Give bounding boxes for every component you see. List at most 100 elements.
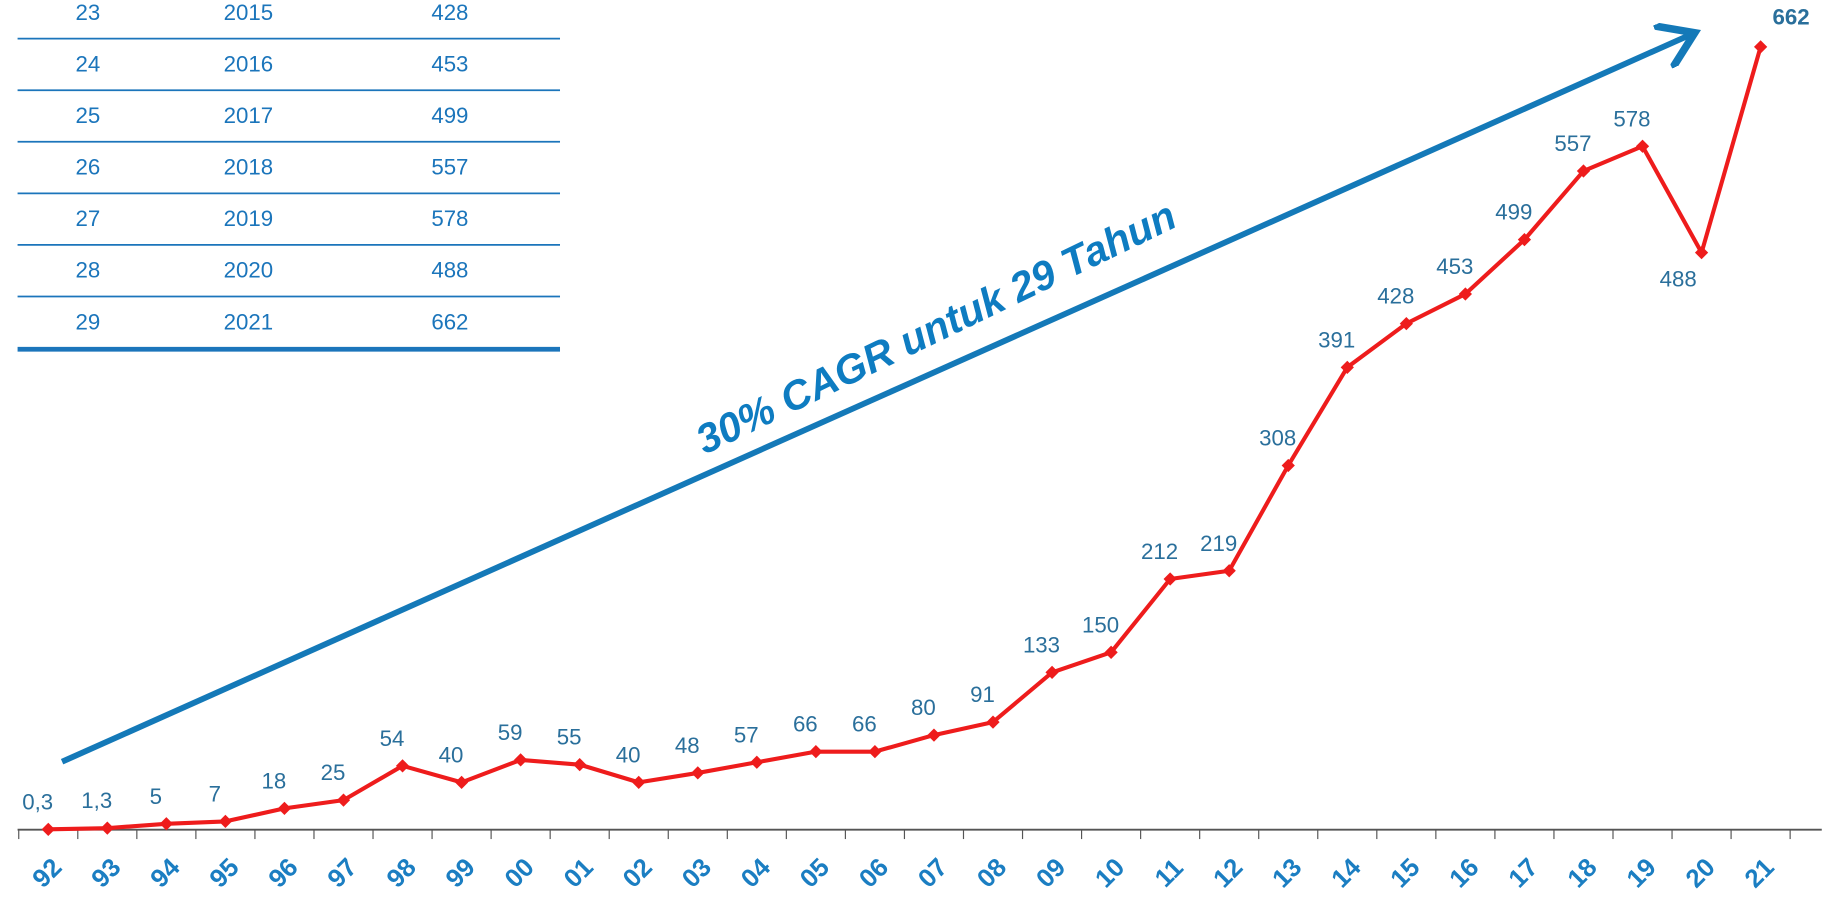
data-label: 0,3 bbox=[22, 789, 53, 814]
data-label: 59 bbox=[498, 720, 523, 745]
data-label: 66 bbox=[793, 712, 818, 737]
data-label: 5 bbox=[150, 784, 162, 809]
point bbox=[1753, 40, 1768, 54]
x-tick-label: 99 bbox=[441, 853, 481, 893]
x-tick-label: 11 bbox=[1150, 854, 1189, 893]
data-label: 428 bbox=[1377, 284, 1414, 309]
point bbox=[336, 793, 351, 807]
annotation: 30% CAGR untuk 29 Tahun bbox=[689, 192, 1183, 463]
table-cell: 453 bbox=[431, 51, 468, 76]
point bbox=[1104, 645, 1118, 659]
data-label: 133 bbox=[1023, 633, 1060, 658]
data-label: 391 bbox=[1318, 327, 1355, 352]
point bbox=[218, 814, 233, 829]
x-tick-label: 21 bbox=[1740, 853, 1780, 893]
x-tick-label: 09 bbox=[1031, 853, 1071, 893]
table-cell: 2021 bbox=[224, 309, 273, 334]
data-label: 1,3 bbox=[81, 788, 112, 813]
x-tick-label: 03 bbox=[677, 853, 717, 893]
x-tick-label: 95 bbox=[205, 853, 245, 893]
point bbox=[514, 753, 528, 767]
data-label: 499 bbox=[1495, 200, 1532, 225]
table-cell: 499 bbox=[431, 103, 468, 128]
table-cell: 2015 bbox=[224, 0, 273, 25]
data-label: 55 bbox=[557, 725, 582, 750]
point bbox=[1517, 232, 1532, 247]
point bbox=[395, 759, 410, 773]
point bbox=[1045, 665, 1059, 680]
x-tick-label: 12 bbox=[1208, 853, 1248, 893]
x-tick-label: 00 bbox=[500, 853, 540, 893]
data-label: 150 bbox=[1082, 612, 1119, 637]
point bbox=[277, 801, 292, 816]
point bbox=[1163, 572, 1177, 586]
x-tick-label: 97 bbox=[323, 853, 363, 893]
table-cell: 557 bbox=[431, 155, 468, 180]
data-label: 25 bbox=[321, 760, 346, 785]
point bbox=[41, 822, 55, 836]
x-tick-label: 08 bbox=[972, 853, 1012, 893]
point bbox=[750, 755, 764, 769]
trend-arrow bbox=[60, 35, 1689, 765]
data-label: 488 bbox=[1660, 267, 1697, 292]
table-cell: 578 bbox=[431, 206, 468, 231]
data-label: 91 bbox=[970, 682, 995, 707]
x-tick-label: 98 bbox=[382, 853, 422, 893]
line bbox=[48, 46, 1763, 832]
x-tick-label: 13 bbox=[1267, 853, 1307, 893]
data-label: 453 bbox=[1436, 254, 1473, 279]
point bbox=[809, 745, 823, 759]
table-cell: 488 bbox=[431, 258, 468, 283]
data-label: 7 bbox=[209, 782, 221, 807]
x-tick-label: 10 bbox=[1090, 853, 1130, 893]
x-tick-label: 20 bbox=[1681, 853, 1721, 893]
table-cell: 2017 bbox=[224, 103, 273, 128]
data-label: 219 bbox=[1200, 531, 1237, 556]
data-label: 18 bbox=[262, 768, 287, 793]
table-cell: 26 bbox=[75, 155, 100, 180]
x-tick-label: 94 bbox=[145, 853, 186, 894]
point bbox=[1399, 316, 1413, 331]
point bbox=[927, 728, 941, 742]
x-tick-label: 93 bbox=[86, 853, 126, 893]
data-label: 662 bbox=[1773, 5, 1810, 30]
table-cell: 28 bbox=[75, 258, 100, 283]
point bbox=[159, 817, 173, 831]
data-label: 66 bbox=[852, 712, 877, 737]
data-label: 54 bbox=[380, 726, 405, 751]
point bbox=[868, 745, 882, 759]
table-cell: 2016 bbox=[224, 51, 273, 76]
table-cell: 23 bbox=[75, 0, 100, 25]
x-tick-label: 06 bbox=[854, 853, 894, 893]
x-tick-label: 15 bbox=[1385, 853, 1425, 893]
point bbox=[100, 821, 114, 835]
x-tick-label: 92 bbox=[27, 853, 67, 893]
x-tick-label: 05 bbox=[795, 853, 835, 893]
point bbox=[632, 775, 646, 790]
data-label: 48 bbox=[675, 733, 700, 758]
data-label: 40 bbox=[616, 742, 641, 767]
x-tick-label: 19 bbox=[1622, 853, 1662, 893]
table-cell: 428 bbox=[431, 0, 468, 25]
table-cell: 29 bbox=[75, 309, 100, 334]
table-cell: 25 bbox=[75, 103, 100, 128]
x-tick-label: 17 bbox=[1504, 853, 1544, 893]
data-label: 80 bbox=[911, 695, 936, 720]
table-cell: 662 bbox=[431, 309, 468, 334]
point bbox=[986, 715, 1000, 729]
point bbox=[691, 766, 705, 780]
table-cell: 2020 bbox=[224, 258, 273, 283]
data-label: 557 bbox=[1554, 131, 1591, 156]
x-tick-label: 96 bbox=[264, 853, 304, 893]
data-label: 40 bbox=[439, 742, 464, 767]
x-tick-label: 16 bbox=[1445, 853, 1485, 893]
x-tick-label: 04 bbox=[736, 853, 777, 894]
x-tick-label: 01 bbox=[559, 853, 599, 893]
x-tick-label: 02 bbox=[618, 853, 658, 893]
data-label: 578 bbox=[1613, 106, 1650, 131]
x-tick-label: 14 bbox=[1326, 853, 1367, 894]
table-cell: 2019 bbox=[224, 206, 273, 231]
table-cell: 27 bbox=[75, 206, 100, 231]
point bbox=[573, 758, 587, 772]
